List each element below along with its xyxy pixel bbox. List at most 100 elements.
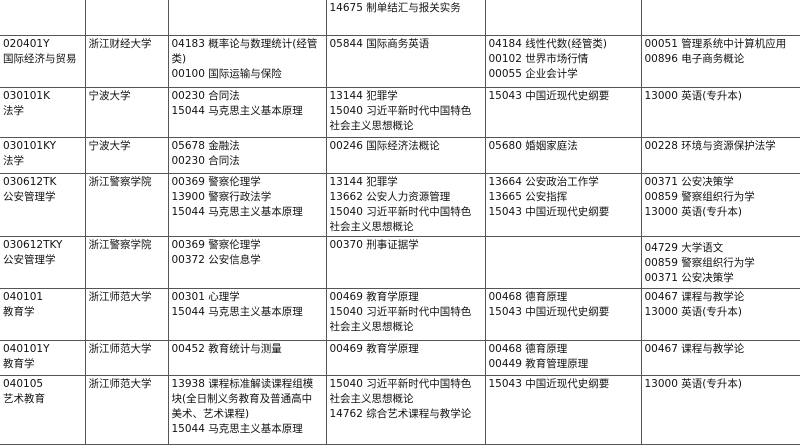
major-cell: 030612TK 公安管理学 — [0, 172, 86, 237]
cell-line: 00369 警察伦理学 — [171, 238, 261, 251]
cell-line: 030612TK — [3, 175, 57, 188]
cell-line: 00469 教育学原理 — [329, 290, 419, 303]
cell-line: 13664 公安政治工作学 — [488, 175, 599, 188]
cell-line: 00896 电子商务概论 — [644, 52, 745, 65]
cell-line: 13900 警察行政法学 — [171, 190, 272, 203]
cell-line: 04184 线性代数(经管类) — [488, 37, 607, 50]
course-cell: 00467 课程与教学论 — [640, 339, 800, 376]
cell-line: 教育学 — [3, 305, 35, 318]
course-cell: 04183 概率论与数理统计(经管类) 00100 国际运输与保险 — [167, 34, 327, 88]
cell-line: 15044 马克思主义基本原理 — [171, 104, 303, 117]
table-row: 14675 制单结汇与报关实务 — [0, 0, 800, 36]
cell-line: 公安管理学 — [3, 253, 56, 266]
cell-line: 15040 习近平新时代中国特色社会主义思想概论 — [329, 205, 472, 233]
major-cell: 040101 教育学 — [0, 287, 86, 341]
cell-line: 040101 — [3, 290, 44, 303]
cell-line: 00371 公安决策学 — [644, 271, 734, 284]
cell-line: 浙江警察学院 — [88, 175, 152, 188]
cell-line: 法学 — [3, 154, 24, 167]
course-cell: 15043 中国近现代史纲要 — [484, 86, 642, 138]
cell-line: 00369 警察伦理学 — [171, 175, 261, 188]
cell-line: 00371 公安决策学 — [644, 175, 734, 188]
cell-line: 00051 管理系统中计算机应用 — [644, 37, 787, 50]
cell-line: 040101Y — [3, 342, 50, 355]
course-cell: 00452 教育统计与测量 — [167, 339, 327, 376]
cell-line: 教育学 — [3, 357, 35, 370]
cell-line: 00228 环境与资源保护法学 — [644, 139, 776, 152]
course-cell: 00230 合同法 15044 马克思主义基本原理 — [167, 86, 327, 138]
course-cell: 13938 课程标准解读课程组模块(全日制义务教育及普通高中美术、艺术课程) 15… — [167, 374, 327, 445]
course-cell: 00369 警察伦理学 13900 警察行政法学 15044 马克思主义基本原理 — [167, 172, 327, 237]
school-cell: 浙江财经大学 — [84, 34, 169, 88]
course-cell — [484, 0, 642, 36]
major-cell: 030101KY 法学 — [0, 136, 86, 174]
school-cell: 浙江警察学院 — [84, 172, 169, 237]
cell-line: 13662 公安人力资源管理 — [329, 190, 451, 203]
table-row: 040105 艺术教育 浙江师范大学 13938 课程标准解读课程组模块(全日制义务教… — [0, 374, 800, 445]
course-cell: 00246 国际经济法概论 — [325, 136, 486, 174]
course-cell: 00468 德育原理 15043 中国近现代史纲要 — [484, 287, 642, 341]
cell-line: 公安管理学 — [3, 190, 56, 203]
course-cell: 15043 中国近现代史纲要 — [484, 374, 642, 445]
cell-line: 13665 公安指挥 — [488, 190, 568, 203]
cell-line: 030612TKY — [3, 238, 63, 251]
major-cell: 040101Y 教育学 — [0, 339, 86, 376]
school-cell: 浙江师范大学 — [84, 287, 169, 341]
cell-line: 艺术教育 — [3, 392, 45, 405]
major-cell: 030612TKY 公安管理学 — [0, 235, 86, 289]
course-cell: 05844 国际商务英语 — [325, 34, 486, 88]
cell-line: 15043 中国近现代史纲要 — [488, 305, 610, 318]
cell-line: 00246 国际经济法概论 — [329, 139, 440, 152]
course-cell: 00369 警察伦理学 00372 公安信息学 — [167, 235, 327, 289]
course-cell: 00051 管理系统中计算机应用 00896 电子商务概论 — [640, 34, 800, 88]
cell-line: 13000 英语(专升本) — [644, 377, 742, 390]
cell-line: 00100 国际运输与保险 — [171, 67, 282, 80]
course-cell: 04184 线性代数(经管类) 00102 世界市场行情 00055 企业会计学 — [484, 34, 642, 88]
table-row: 020401Y 国际经济与贸易 浙江财经大学 04183 概率论与数理统计(经管类) 0… — [0, 34, 800, 88]
school-cell: 浙江警察学院 — [84, 235, 169, 289]
cell-line: 00230 合同法 — [171, 89, 240, 102]
course-cell: 00469 教育学原理 — [325, 339, 486, 376]
cell-line: 法学 — [3, 104, 24, 117]
major-cell: 040105 艺术教育 — [0, 374, 86, 445]
course-cell: 13144 犯罪学 13662 公安人力资源管理 15040 习近平新时代中国特色社… — [325, 172, 486, 237]
cell-line: 00467 课程与教学论 — [644, 290, 745, 303]
table-row: 030612TK 公安管理学 浙江警察学院 00369 警察伦理学 13900 警察行政… — [0, 172, 800, 237]
cell-line: 浙江师范大学 — [88, 377, 152, 390]
course-cell: 00469 教育学原理 15040 习近平新时代中国特色社会主义思想概论 — [325, 287, 486, 341]
cell-line: 15044 马克思主义基本原理 — [171, 305, 303, 318]
course-cell — [640, 0, 800, 36]
cell-line: 宁波大学 — [88, 139, 131, 152]
cell-line: 15040 习近平新时代中国特色社会主义思想概论 — [329, 104, 472, 132]
cell-line: 浙江师范大学 — [88, 342, 152, 355]
cell-line: 030101K — [3, 89, 50, 102]
table-row: 030101KY 法学 宁波大学 05678 金融法 00230 合同法 00246 国际… — [0, 136, 800, 174]
course-cell: 00467 课程与教学论 13000 英语(专升本) — [640, 287, 800, 341]
course-cell: 04729 大学语文 00859 警察组织行为学 00371 公安决策学 — [640, 235, 800, 289]
course-cell: 13144 犯罪学 15040 习近平新时代中国特色社会主义思想概论 — [325, 86, 486, 138]
course-cell: 15040 习近平新时代中国特色社会主义思想概论 14762 综合艺术课程与教学论 — [325, 374, 486, 445]
cell-line: 13000 英语(专升本) — [644, 205, 742, 218]
cell-line: 15040 习近平新时代中国特色社会主义思想概论 — [329, 377, 472, 405]
course-cell: 00370 刑事证据学 — [325, 235, 486, 289]
cell-line: 04183 概率论与数理统计(经管类) — [171, 37, 318, 65]
cell-line: 04729 大学语文 — [644, 241, 724, 254]
cell-line: 05678 金融法 — [171, 139, 240, 152]
school-cell: 宁波大学 — [84, 86, 169, 138]
cell-line: 13144 犯罪学 — [329, 89, 398, 102]
course-cell: 00371 公安决策学 00859 警察组织行为学 13000 英语(专升本) — [640, 172, 800, 237]
cell-line: 13000 英语(专升本) — [644, 89, 742, 102]
cell-line: 00230 合同法 — [171, 154, 240, 167]
cell-line: 00372 公安信息学 — [171, 253, 261, 266]
cell-line: 国际经济与贸易 — [3, 52, 77, 65]
cell-line: 00467 课程与教学论 — [644, 342, 745, 355]
cell-line: 040105 — [3, 377, 44, 390]
cell-line: 15043 中国近现代史纲要 — [488, 377, 610, 390]
table-row: 030101K 法学 宁波大学 00230 合同法 15044 马克思主义基本原理 131… — [0, 86, 800, 138]
cell-line: 00859 警察组织行为学 — [644, 256, 755, 269]
cell-line: 15044 马克思主义基本原理 — [171, 422, 303, 435]
course-cell — [167, 0, 327, 36]
course-cell: 00301 心理学 15044 马克思主义基本原理 — [167, 287, 327, 341]
